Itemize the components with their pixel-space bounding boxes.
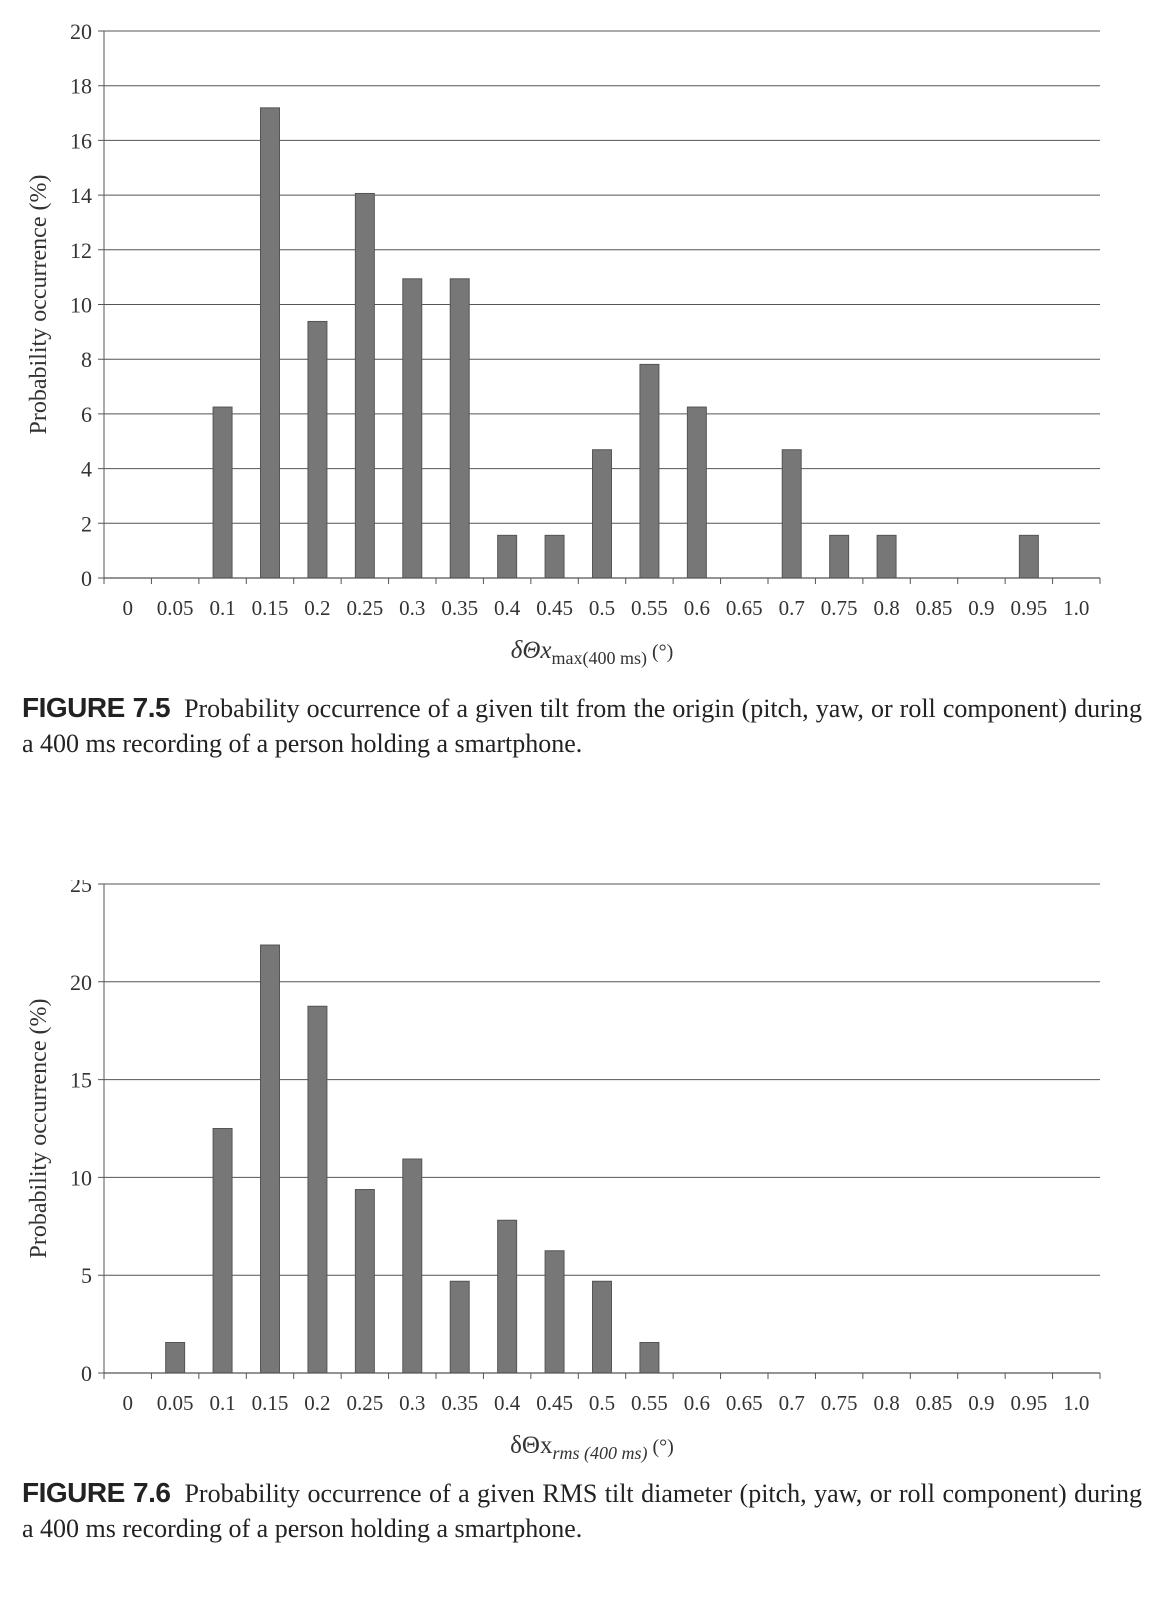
x-tick-label: 0.7	[779, 1391, 805, 1415]
y-axis-label: Probability occurrence (%)	[26, 175, 52, 435]
figure-7-6: 0 5 10 15 20 25 0 0.05 0.1 0.15 0.2 0.25 0.3 0.35 0.4 0…	[0, 872, 1164, 1612]
x-tick-label: 0.1	[209, 1391, 235, 1415]
caption-text: Probability occurrence of a given tilt f…	[22, 694, 1142, 758]
x-tick-label: 0.85	[916, 1391, 953, 1415]
y-tick-label: 14	[70, 183, 92, 208]
x-tick-label: 0.6	[684, 596, 710, 620]
y-tick-label: 0	[81, 566, 92, 591]
x-tick-label: 0.5	[589, 1391, 615, 1415]
bar	[1018, 534, 1039, 579]
x-tick-label: 0.35	[441, 1391, 478, 1415]
x-tick-label: 0.55	[631, 596, 668, 620]
bar	[307, 1005, 328, 1374]
x-tick-label: 0.4	[494, 1391, 521, 1415]
x-tick-label: 0.55	[631, 1391, 668, 1415]
y-tick-label: 2	[81, 511, 92, 536]
x-tick-label: 0.75	[821, 1391, 858, 1415]
x-tick-label: 0.75	[821, 596, 858, 620]
caption-7-5: FIGURE 7.5 Probability occurrence of a gi…	[22, 690, 1142, 761]
x-tick-label: 0.2	[304, 1391, 330, 1415]
y-axis-label: Probability occurrence (%)	[26, 999, 52, 1259]
x-tick-label: 0.95	[1010, 1391, 1047, 1415]
x-tick-label: 0.95	[1010, 596, 1047, 620]
x-axis-label: δΘxmax(400 ms) (°)	[511, 637, 674, 669]
x-tick-label: 0.6	[684, 1391, 710, 1415]
bar	[354, 192, 375, 579]
x-tick-label: 0.35	[441, 596, 478, 620]
x-tick-label: 0.45	[536, 596, 573, 620]
bar	[497, 534, 518, 579]
y-tick-label: 10	[70, 293, 92, 318]
caption-text: Probability occurrence of a given RMS ti…	[22, 1479, 1143, 1543]
caption-7-6: FIGURE 7.6 Probability occurrence of a gi…	[22, 1475, 1142, 1546]
x-tick-label: 0.9	[968, 1391, 994, 1415]
x-tick-label: 0.8	[873, 596, 899, 620]
bar	[592, 1280, 612, 1374]
bar	[686, 406, 707, 579]
caption-label: FIGURE 7.5	[22, 692, 171, 723]
x-tick-label: 0.25	[346, 596, 383, 620]
figure-7-5: 0 2 4 6 8 10 12 14 16 18 20 0 0.05 0.1 0.15 0.2 0.25 0.3 0…	[0, 0, 1164, 800]
x-tick-label: 0.3	[399, 1391, 425, 1415]
x-tick-label: 0	[122, 596, 133, 620]
x-tick-label: 0.3	[399, 596, 425, 620]
y-tick-label: 8	[81, 347, 92, 372]
x-tick-label: 0.8	[873, 1391, 899, 1415]
y-tick-label: 4	[81, 457, 92, 482]
bar	[212, 1128, 233, 1374]
bar	[260, 944, 280, 1374]
chart-tilt-rms: 0 5 10 15 20 25 0 0.05 0.1 0.15 0.2 0.25 0.3 0.35 0.4 0…	[26, 872, 1101, 1464]
bar	[212, 406, 233, 579]
x-tick-label: 0.4	[494, 596, 521, 620]
y-tick-label: 15	[70, 1068, 92, 1093]
x-tick-label: 0.2	[304, 596, 330, 620]
bar	[639, 363, 660, 579]
caption-label: FIGURE 7.6	[22, 1477, 171, 1508]
y-tick-label: 5	[81, 1263, 92, 1288]
bar	[544, 534, 565, 579]
x-tick-label: 0.65	[726, 596, 763, 620]
x-tick-label: 0.05	[157, 1391, 194, 1415]
x-tick-label: 0.5	[589, 596, 615, 620]
bar	[260, 107, 280, 579]
x-tick-label: 0.85	[916, 596, 953, 620]
y-tick-label: 6	[81, 402, 92, 427]
bar	[449, 1280, 470, 1374]
bar	[307, 320, 328, 579]
x-tick-label: 0.05	[157, 596, 194, 620]
y-tick-label: 20	[70, 970, 92, 995]
y-tick-label: 16	[70, 128, 92, 153]
y-tick-label: 12	[70, 238, 92, 263]
y-tick-label: 18	[70, 74, 92, 99]
x-tick-label: 0.7	[779, 596, 805, 620]
chart-tilt-max: 0 2 4 6 8 10 12 14 16 18 20 0 0.05 0.1 0.15 0.2 0.25 0.3 0…	[26, 19, 1101, 669]
x-tick-label: 1.0	[1063, 596, 1089, 620]
y-tick-label: 0	[81, 1361, 92, 1386]
x-tick-label: 0.9	[968, 596, 994, 620]
bar	[639, 1341, 660, 1374]
bar	[592, 449, 612, 579]
bar	[497, 1219, 518, 1374]
x-tick-label: 0	[122, 1391, 133, 1415]
y-tick-label: 20	[70, 19, 92, 44]
bar	[876, 534, 897, 579]
x-tick-label: 0.25	[346, 1391, 383, 1415]
bar	[402, 278, 423, 579]
bar	[449, 278, 470, 579]
bar	[829, 534, 850, 579]
bar	[354, 1189, 375, 1374]
bar	[544, 1250, 565, 1374]
bar	[165, 1341, 186, 1374]
x-tick-label: 0.65	[726, 1391, 763, 1415]
x-tick-label: 0.45	[536, 1391, 573, 1415]
bar	[402, 1158, 423, 1374]
bar	[781, 449, 802, 579]
x-tick-label: 0.15	[252, 596, 289, 620]
x-tick-label: 0.1	[209, 596, 235, 620]
x-tick-label: 1.0	[1063, 1391, 1089, 1415]
y-tick-label: 25	[70, 880, 92, 897]
x-axis-label: δΘxrms (400 ms) (°)	[510, 1432, 674, 1464]
y-tick-label: 10	[70, 1165, 92, 1190]
x-tick-label: 0.15	[252, 1391, 289, 1415]
